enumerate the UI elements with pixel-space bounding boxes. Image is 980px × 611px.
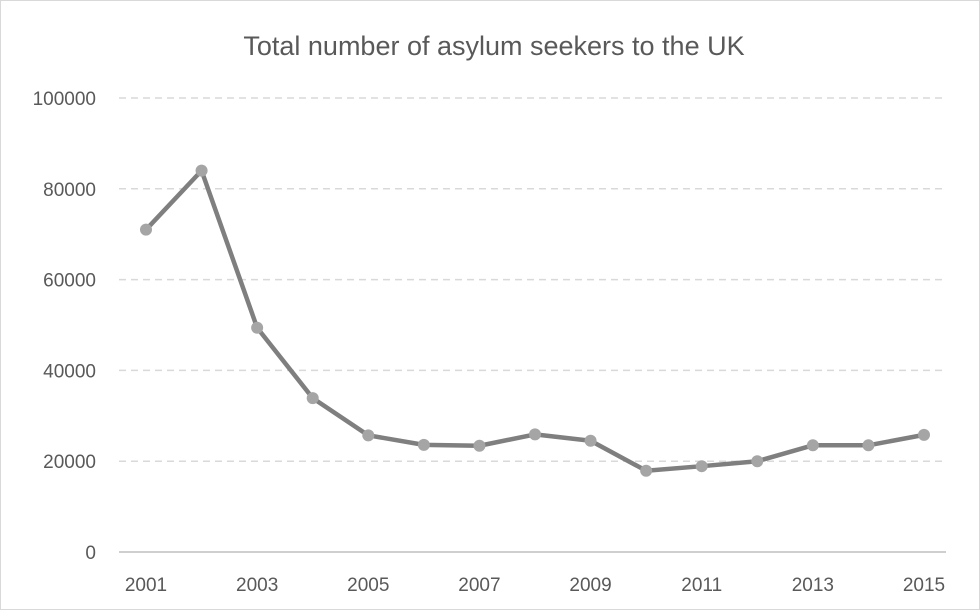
- data-point: [584, 434, 597, 447]
- data-point: [862, 439, 875, 452]
- chart-title: Total number of asylum seekers to the UK: [243, 31, 744, 61]
- data-point: [140, 223, 152, 236]
- data-point: [529, 428, 541, 441]
- series-line: [143, 168, 927, 473]
- data-point: [362, 429, 375, 442]
- series-polyline: [143, 168, 927, 473]
- data-point: [806, 439, 819, 452]
- y-tick-label: 60000: [43, 271, 96, 292]
- data-point: [918, 428, 930, 441]
- data-point: [306, 392, 319, 405]
- y-tick-label: 100000: [33, 89, 96, 110]
- x-tick-label: 2005: [347, 575, 389, 596]
- x-tick-label: 2013: [792, 575, 834, 596]
- y-tick-label: 20000: [43, 452, 96, 473]
- data-point: [417, 438, 430, 451]
- data-point: [640, 464, 653, 477]
- data-point: [251, 321, 264, 334]
- data-markers: [140, 164, 930, 477]
- data-point: [195, 164, 208, 177]
- data-point: [473, 439, 486, 452]
- y-tick-label: 80000: [43, 180, 96, 201]
- y-tick-label: 40000: [43, 361, 96, 382]
- axes: 0 20000 40000 60000 80000 100000 2001 2003 2005 2…: [33, 89, 946, 596]
- data-point: [695, 460, 708, 473]
- x-tick-label: 2015: [903, 575, 945, 596]
- x-tick-label: 2003: [236, 575, 278, 596]
- y-tick-label: 0: [85, 543, 96, 564]
- x-tick-label: 2009: [569, 575, 611, 596]
- x-tick-label: 2007: [458, 575, 500, 596]
- x-tick-label: 2001: [125, 575, 167, 596]
- x-tick-label: 2011: [681, 575, 722, 596]
- gridlines: [119, 97, 946, 462]
- data-point: [751, 455, 764, 468]
